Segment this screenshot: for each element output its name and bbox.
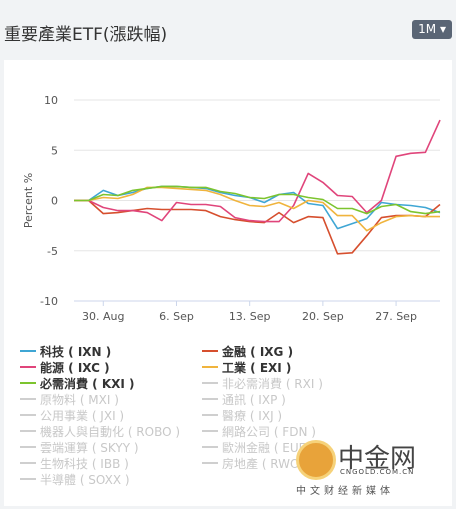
legend-swatch-icon [20, 382, 36, 384]
legend-item[interactable]: 公用事業 ( JXI ) [20, 407, 124, 423]
legend-item[interactable]: 必需消費 ( KXI ) [20, 375, 135, 391]
legend-label: 工業 ( EXI ) [222, 360, 292, 375]
chart-panel: 10 5 0 -5 -10 30. Aug 6. Sep 13. Sep 20. Sep 27. … [4, 60, 452, 506]
legend-swatch-icon [20, 366, 36, 368]
legend-swatch-icon [20, 446, 36, 448]
legend-item[interactable]: 科技 ( IXN ) [20, 343, 111, 359]
legend-label: 原物料 ( MXI ) [40, 392, 119, 407]
legend-label: 非必需消費 ( RXI ) [222, 376, 323, 391]
y-tick-label: 5 [51, 144, 58, 157]
range-dropdown-button[interactable]: 1M ▾ [412, 20, 452, 39]
series-line-2 [74, 119, 441, 223]
series-line-1 [74, 199, 441, 255]
legend-label: 醫療 ( IXJ ) [222, 408, 283, 423]
legend-label: 生物科技 ( IBB ) [40, 456, 129, 471]
chart-title: 重要產業ETF(漲跌幅) [4, 25, 168, 45]
coin-logo-icon [296, 440, 336, 480]
legend-label: 房地產 ( RWO ) [222, 456, 308, 471]
x-tick-label: 30. Aug [82, 310, 124, 323]
legend-swatch-icon [20, 462, 36, 464]
legend-label: 金融 ( IXG ) [222, 344, 294, 359]
legend-swatch-icon [20, 398, 36, 400]
watermark-logo: 中金网 CNGOLD.COM.CN 中文财经新媒体 [296, 438, 446, 497]
legend-item[interactable]: 機器人與自動化 ( ROBO ) [20, 423, 180, 439]
y-tick-label: -10 [40, 295, 58, 308]
series-line-4 [74, 185, 441, 215]
legend-swatch-icon [202, 462, 218, 464]
legend-swatch-icon [202, 366, 218, 368]
legend-label: 必需消費 ( KXI ) [40, 376, 135, 391]
legend-item[interactable]: 生物科技 ( IBB ) [20, 455, 129, 471]
legend-item[interactable]: 網路公司 ( FDN ) [202, 423, 316, 439]
series-line-0 [74, 185, 441, 230]
legend-item[interactable]: 原物料 ( MXI ) [20, 391, 119, 407]
legend-item[interactable]: 能源 ( IXC ) [20, 359, 110, 375]
y-axis-label: Percent % [22, 173, 35, 228]
legend-swatch-icon [20, 430, 36, 432]
y-tick-label: -5 [47, 245, 58, 258]
x-tick-label: 13. Sep [229, 310, 271, 323]
legend-item[interactable]: 醫療 ( IXJ ) [202, 407, 282, 423]
legend-item[interactable]: 工業 ( EXI ) [202, 359, 291, 375]
legend-swatch-icon [20, 478, 36, 480]
legend-item[interactable]: 房地產 ( RWO ) [202, 455, 308, 471]
legend-swatch-icon [202, 446, 218, 448]
watermark-subtitle: 中文财经新媒体 [296, 486, 394, 497]
watermark-title: 中金网 [338, 444, 417, 474]
legend-label: 網路公司 ( FDN ) [222, 424, 316, 439]
legend-label: 公用事業 ( JXI ) [40, 408, 125, 423]
y-tick-label: 0 [51, 195, 58, 208]
legend-label: 半導體 ( SOXX ) [40, 472, 130, 487]
watermark-domain: CNGOLD.COM.CN [340, 468, 415, 476]
legend-item[interactable]: 通訊 ( IXP ) [202, 391, 286, 407]
y-tick-label: 10 [44, 94, 58, 107]
legend-swatch-icon [202, 382, 218, 384]
legend-label: 雲端運算 ( SKYY ) [40, 440, 139, 455]
legend-swatch-icon [202, 398, 218, 400]
x-tick-label: 27. Sep [375, 310, 417, 323]
x-tick-label: 20. Sep [302, 310, 344, 323]
legend-label: 機器人與自動化 ( ROBO ) [40, 424, 181, 439]
legend-label: 通訊 ( IXP ) [222, 392, 286, 407]
legend-swatch-icon [20, 414, 36, 416]
legend-label: 科技 ( IXN ) [40, 344, 112, 359]
legend-swatch-icon [20, 350, 36, 352]
legend-label: 能源 ( IXC ) [40, 360, 110, 375]
series-line-3 [74, 186, 440, 232]
legend-swatch-icon [202, 350, 218, 352]
legend-swatch-icon [202, 414, 218, 416]
legend-item[interactable]: 金融 ( IXG ) [202, 343, 293, 359]
legend-swatch-icon [202, 430, 218, 432]
legend-item[interactable]: 雲端運算 ( SKYY ) [20, 439, 139, 455]
legend-item[interactable]: 非必需消費 ( RXI ) [202, 375, 323, 391]
legend-item[interactable]: 半導體 ( SOXX ) [20, 471, 130, 487]
line-chart: 10 5 0 -5 -10 30. Aug 6. Sep 13. Sep 20. Sep 27. … [22, 94, 441, 323]
x-tick-label: 6. Sep [159, 310, 194, 323]
